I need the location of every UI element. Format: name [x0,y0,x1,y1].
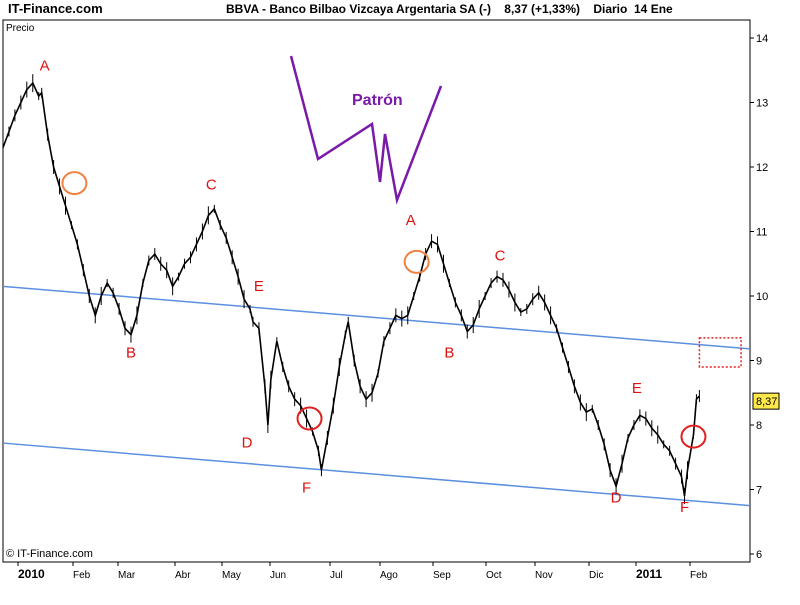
wave-label: B [444,344,454,361]
pattern-label: Patrón [352,92,403,109]
y-tick-label: 14 [756,33,768,45]
pattern-drawing [289,55,443,205]
wave-label: C [206,177,217,194]
last-value-label: 8,37 [756,396,777,408]
x-tick-label: Jul [330,570,343,581]
x-tick-label: Oct [486,570,502,581]
highlight-circle [403,249,430,274]
x-tick-label: Nov [535,570,553,581]
x-tick-label: Jun [270,570,286,581]
y-tick-label: 10 [756,291,768,303]
wave-label: C [495,248,506,265]
site-name: IT-Finance.com [8,1,103,16]
wave-label: A [406,212,416,229]
x-tick-label: Feb [690,570,708,581]
highlight-circle [296,406,323,431]
wave-label: A [40,57,50,74]
x-tick-label: May [222,570,241,581]
last-value-badge [752,392,780,410]
trendline [2,285,751,350]
y-axis-label: Precio [6,23,35,34]
wave-label: D [611,489,622,506]
x-tick-label: Abr [175,570,191,581]
x-tick-label: Feb [73,570,91,581]
highlight-circle [680,424,707,449]
copyright-label: © IT-Finance.com [6,548,93,560]
y-tick-label: 13 [756,98,768,110]
x-tick-label: Dic [589,570,603,581]
y-tick-label: 9 [756,356,762,368]
chart-title: BBVA - Banco Bilbao Vizcaya Argentaria S… [226,2,673,16]
wave-label: F [680,499,689,516]
x-tick-label: Mar [118,570,136,581]
x-tick-label: 2011 [636,567,662,581]
chart-header: IT-Finance.com BBVA - Banco Bilbao Vizca… [0,0,800,18]
highlight-circle [61,171,88,196]
x-tick-label: Sep [433,570,451,581]
y-tick-label: 7 [756,485,762,497]
wave-label: E [632,380,642,397]
wave-label: F [302,480,311,497]
trendline [2,442,751,507]
x-tick-label: 2010 [18,567,45,581]
wave-label: D [242,435,253,452]
x-tick-label: Ago [380,570,398,581]
wave-label: E [254,278,264,295]
target-box [698,337,742,368]
y-tick-label: 6 [756,549,762,561]
y-tick-label: 12 [756,162,768,174]
wave-label: B [126,344,136,361]
plot-frame [2,19,751,563]
y-tick-label: 8 [756,420,762,432]
y-tick-label: 11 [756,227,767,239]
